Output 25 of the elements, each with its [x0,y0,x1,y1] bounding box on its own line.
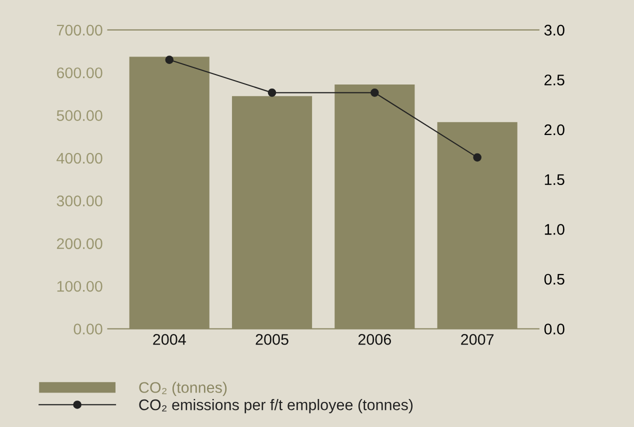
y2-tick-label: 0.5 [544,274,564,285]
y-tick-label: 600.00 [56,67,102,78]
point [268,88,276,97]
x-tick-label: 2007 [461,334,494,345]
y2-tick-label: 0.0 [544,324,564,334]
y2-tick-label: 3.0 [544,24,564,36]
y-tick-label: 100.00 [57,280,102,292]
y-tick-label: 300.00 [56,196,102,206]
y2-tick-label: 1.5 [544,174,564,186]
point [473,153,482,162]
y-tick-label: 400.00 [56,152,102,164]
y2-tick-label: 2.5 [544,74,564,86]
y2-tick-label: 1.0 [544,224,564,235]
y2-tick-label: 2.0 [544,124,564,136]
point [165,56,174,64]
x-tick-label: 2005 [256,334,288,345]
legend-label: CO₂ emissions per f/t employee (tonnes) [139,399,413,414]
point [370,88,379,97]
x-tick-label: 2006 [358,334,391,345]
y-tick-label: 0.00 [74,324,102,334]
y-tick-label: 500.00 [56,110,102,121]
y-tick-label: 700.00 [56,24,102,36]
x-tick-label: 2004 [153,334,186,345]
y-tick-label: 200.00 [56,238,102,250]
legend-label: CO₂ (tonnes) [139,382,227,396]
